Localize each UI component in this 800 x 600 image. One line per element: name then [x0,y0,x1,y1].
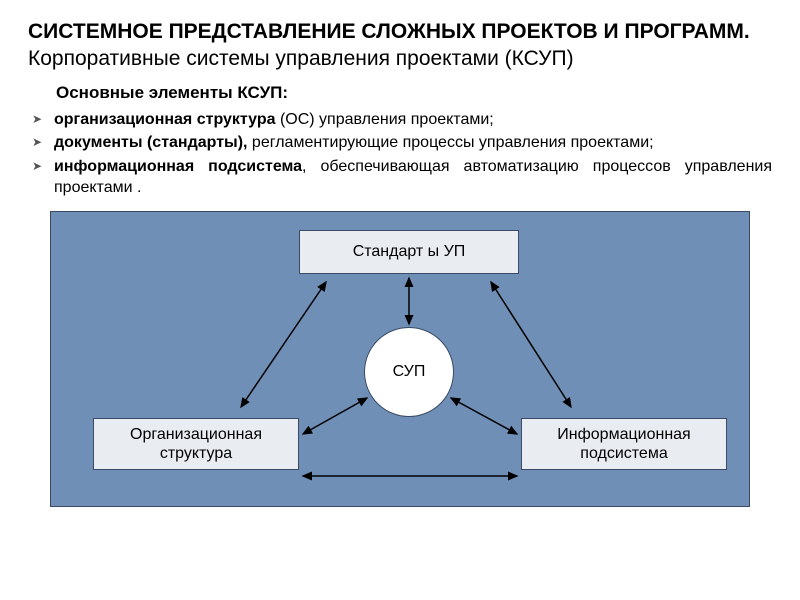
bullet-list: организационная структура (ОС) управлени… [28,109,772,199]
subtitle: Основные элементы КСУП: [56,83,772,103]
bullet-bold: документы (стандарты), [54,134,247,151]
list-item: организационная структура (ОС) управлени… [28,109,772,131]
bullet-bold: информационная подсистема [54,158,302,175]
diagram-node-top: Стандарт ы УП [299,230,519,274]
diagram-node-left: Организационная структура [93,418,299,470]
diagram-arrow [303,398,367,434]
diagram-node-right: Информационная подсистема [521,418,727,470]
list-item: информационная подсистема, обеспечивающа… [28,156,772,199]
bullet-rest: регламентирующие процессы управления про… [247,134,653,151]
bullet-bold: организационная структура [54,111,276,128]
main-title: СИСТЕМНОЕ ПРЕДСТАВЛЕНИЕ СЛОЖНЫХ ПРОЕКТОВ… [28,18,772,73]
bullet-rest: (ОС) управления проектами; [276,111,494,128]
diagram-arrow [491,282,571,407]
title-rest: Корпоративные системы управления проекта… [28,47,574,70]
diagram: Стандарт ы УП СУП Организационная структур… [50,211,750,507]
diagram-node-center: СУП [364,327,454,417]
list-item: документы (стандарты), регламентирующие … [28,132,772,154]
diagram-arrow [241,282,326,407]
diagram-arrow [451,398,517,434]
diagram-container: Стандарт ы УП СУП Организационная структур… [28,211,772,507]
title-bold: СИСТЕМНОЕ ПРЕДСТАВЛЕНИЕ СЛОЖНЫХ ПРОЕКТОВ… [28,20,750,43]
